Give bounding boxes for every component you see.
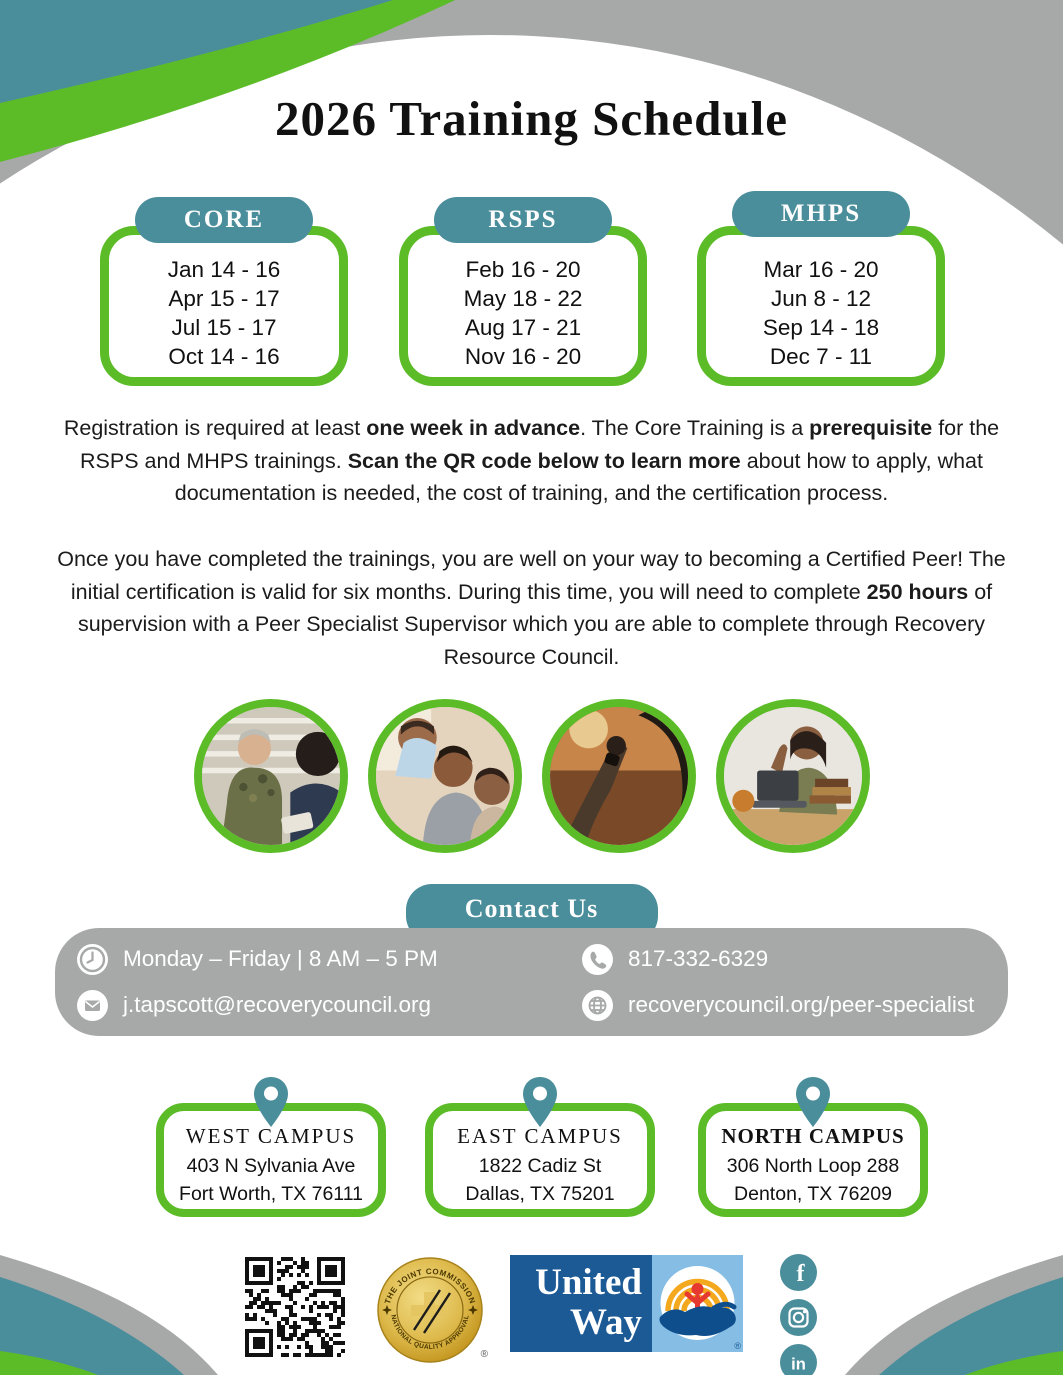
schedule-date: Mar 16 - 20 <box>763 257 879 282</box>
map-pin-icon <box>523 1077 557 1127</box>
contact-hours: Monday – Friday | 8 AM – 5 PM <box>77 943 582 975</box>
map-pin-icon <box>796 1077 830 1127</box>
intro-text: Registration is required at least <box>63 416 367 440</box>
map-pin-icon <box>254 1077 288 1127</box>
schedule-date: Oct 14 - 16 <box>168 344 280 369</box>
photo-driving-art <box>549 707 688 845</box>
phone-icon <box>582 943 613 975</box>
contact-phone[interactable]: 817-332-6329 <box>582 943 1008 975</box>
schedule-date: Apr 15 - 17 <box>168 286 280 311</box>
schedule-card-mhps-dates: Mar 16 - 20 Jun 8 - 12 Sep 14 - 18 Dec 7… <box>706 255 936 371</box>
certification-text-bold: 250 hours <box>866 579 969 604</box>
schedule-date: Aug 17 - 21 <box>464 315 582 340</box>
campus-name: NORTH CAMPUS <box>721 1124 905 1148</box>
photo-row <box>0 699 1063 853</box>
contact-hours-text: Monday – Friday | 8 AM – 5 PM <box>123 946 438 971</box>
schedule-date: Jan 14 - 16 <box>167 257 281 282</box>
contact-email-text[interactable]: j.tapscott@recoverycouncil.org <box>123 992 431 1017</box>
campus-card-east: EAST CAMPUS 1822 Cadiz St Dallas, TX 752… <box>425 1077 655 1217</box>
contact-website-text[interactable]: recoverycouncil.org/peer-specialist <box>628 992 975 1017</box>
schedule-date: Nov 16 - 20 <box>464 344 582 369</box>
instagram-icon[interactable] <box>780 1299 817 1336</box>
certification-text: of supervision with a Peer Specialist Su… <box>77 579 993 669</box>
photo-father-baby-art <box>375 707 514 845</box>
contact-website[interactable]: recoverycouncil.org/peer-specialist <box>582 989 1008 1021</box>
campus-card-west: WEST CAMPUS 403 N Sylvania Ave Fort Wort… <box>156 1077 386 1217</box>
schedule-card-core-dates: Jan 14 - 16 Apr 15 - 17 Jul 15 - 17 Oct … <box>109 255 339 371</box>
page-title: 2026 Training Schedule <box>274 91 788 146</box>
intro-text: for the RSPS and MHPS trainings. <box>80 416 1000 473</box>
schedule-date: Sep 14 - 18 <box>762 315 880 340</box>
campus-address: 403 N Sylvania Ave Fort Worth, TX 76111 <box>164 1152 378 1208</box>
certification-text: Once you have completed the trainings, y… <box>57 547 1006 604</box>
campus-card-north: NORTH CAMPUS 306 North Loop 288 Denton, … <box>698 1077 928 1217</box>
photo-father-baby <box>367 699 522 853</box>
photo-veteran-counseling <box>193 699 348 853</box>
intro-text-bold: one week in advance <box>366 416 581 440</box>
joint-commission-seal: THE JOINT COMMISSION NATIONAL QUALITY AP… <box>374 1254 488 1366</box>
campus-address-line2: Fort Worth, TX 76111 <box>179 1183 363 1205</box>
schedule-date: Feb 16 - 20 <box>465 257 581 282</box>
campus-name: WEST CAMPUS <box>185 1124 357 1148</box>
joint-commission-seal-art: THE JOINT COMMISSION NATIONAL QUALITY AP… <box>377 1257 483 1363</box>
intro-text: about how to apply, what documentation i… <box>174 448 983 506</box>
registered-mark: ® <box>480 1349 488 1360</box>
contact-email[interactable]: j.tapscott@recoverycouncil.org <box>77 989 582 1021</box>
campus-address: 1822 Cadiz St Dallas, TX 75201 <box>433 1152 647 1208</box>
email-icon <box>77 989 108 1021</box>
united-way-emblem-art <box>659 1266 737 1340</box>
schedule-card-rsps: RSPS Feb 16 - 20 May 18 - 22 Aug 17 - 21… <box>399 197 647 386</box>
linkedin-glyph: in <box>791 1356 806 1374</box>
schedule-card-mhps-label: MHPS <box>732 191 910 237</box>
globe-icon <box>582 989 613 1021</box>
schedule-date: May 18 - 22 <box>463 286 583 311</box>
campus-name: EAST CAMPUS <box>457 1124 623 1148</box>
campus-address-line1: 1822 Cadiz St <box>478 1155 602 1177</box>
contact-phone-text[interactable]: 817-332-6329 <box>628 946 769 971</box>
united-way-emblem: ® <box>652 1255 743 1352</box>
campus-address: 306 North Loop 288 Denton, TX 76209 <box>706 1152 920 1208</box>
schedule-date: Jul 15 - 17 <box>171 315 277 340</box>
photo-woman-laptop <box>715 699 870 853</box>
schedule-card-rsps-label: RSPS <box>434 197 612 243</box>
schedule-date: Dec 7 - 11 <box>769 344 873 369</box>
linkedin-icon[interactable]: in <box>780 1344 817 1375</box>
campus-address-line1: 403 N Sylvania Ave <box>186 1155 356 1177</box>
schedule-card-mhps: MHPS Mar 16 - 20 Jun 8 - 12 Sep 14 - 18 … <box>697 191 945 386</box>
registered-mark: ® <box>734 1341 741 1351</box>
schedule-card-core-label: CORE <box>135 197 313 243</box>
campus-address-line2: Dallas, TX 75201 <box>465 1183 615 1205</box>
schedule-card-core: CORE Jan 14 - 16 Apr 15 - 17 Jul 15 - 17… <box>100 197 348 386</box>
united-way-word1: United <box>535 1262 642 1303</box>
clock-icon <box>77 943 108 975</box>
photo-veteran-counseling-art <box>201 707 340 845</box>
campus-address-line2: Denton, TX 76209 <box>734 1183 892 1205</box>
certification-paragraph: Once you have completed the trainings, y… <box>33 543 1030 673</box>
social-links: f in <box>780 1254 817 1375</box>
united-way-wordmark: United Way <box>510 1255 652 1352</box>
photo-driving <box>541 699 696 853</box>
campus-address-line1: 306 North Loop 288 <box>726 1155 900 1177</box>
united-way-word2: Way <box>570 1302 642 1343</box>
intro-text: . The Core Training is a <box>580 416 810 440</box>
intro-text-bold: Scan the QR code below to learn more <box>347 448 741 473</box>
photo-woman-laptop-art <box>723 707 862 845</box>
contact-panel: Monday – Friday | 8 AM – 5 PM 817-332-63… <box>55 928 1008 1036</box>
qr-code <box>245 1257 345 1357</box>
facebook-glyph: f <box>797 1261 806 1287</box>
intro-paragraph: Registration is required at least one we… <box>33 412 1030 510</box>
schedule-date: Jun 8 - 12 <box>770 286 872 311</box>
qr-code-pattern <box>245 1257 345 1357</box>
intro-text-bold: prerequisite <box>809 416 933 440</box>
united-way-logo: United Way ® <box>510 1255 743 1352</box>
schedule-card-rsps-dates: Feb 16 - 20 May 18 - 22 Aug 17 - 21 Nov … <box>408 255 638 371</box>
facebook-icon[interactable]: f <box>780 1254 817 1291</box>
